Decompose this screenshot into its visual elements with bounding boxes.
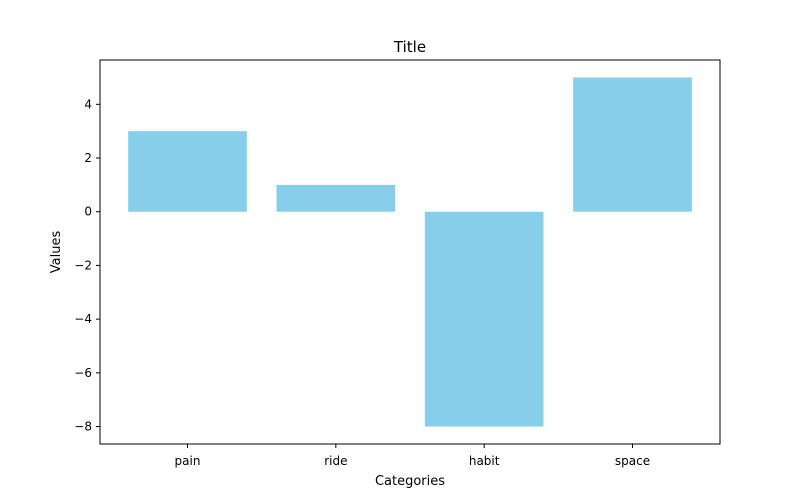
plot-frame bbox=[99, 59, 721, 445]
x-tick-label-space: space bbox=[615, 454, 650, 468]
bar-ride bbox=[276, 184, 396, 212]
y-axis-label: Values bbox=[49, 231, 64, 274]
x-axis-label: Categories bbox=[375, 474, 445, 489]
x-tick-label-habit: habit bbox=[469, 454, 500, 468]
y-tick-label: 4 bbox=[84, 97, 92, 111]
bar-space bbox=[573, 77, 692, 212]
y-tick-label: −4 bbox=[74, 312, 92, 326]
x-axis-ticks: pain ride habit space bbox=[175, 444, 650, 468]
y-axis-ticks: −8 −6 −4 −2 0 2 4 bbox=[74, 97, 100, 434]
y-tick-label: 0 bbox=[84, 205, 92, 219]
bar-habit bbox=[424, 211, 544, 427]
bars-group bbox=[128, 77, 692, 427]
y-tick-label: −8 bbox=[74, 420, 92, 434]
y-tick-label: 2 bbox=[84, 151, 92, 165]
y-tick-label: −2 bbox=[74, 258, 92, 272]
bar-pain bbox=[128, 131, 247, 212]
y-tick-label: −6 bbox=[74, 366, 92, 380]
chart-title: Title bbox=[393, 38, 426, 56]
x-tick-label-ride: ride bbox=[324, 454, 347, 468]
x-tick-label-pain: pain bbox=[175, 454, 201, 468]
